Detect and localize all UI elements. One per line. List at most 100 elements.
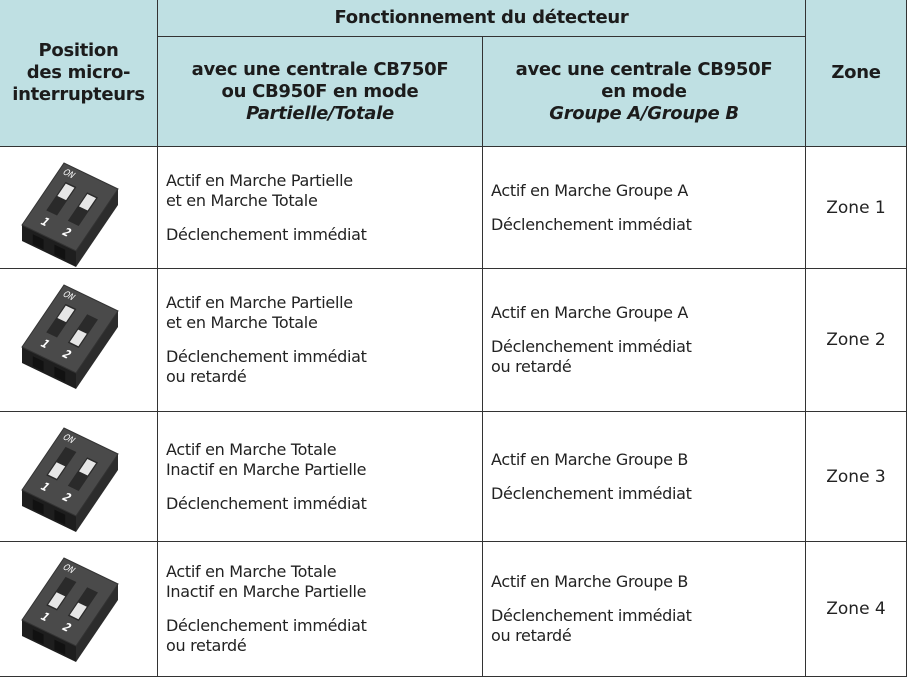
text-line: Inactif en Marche Partielle (166, 459, 367, 479)
text-line: Déclenchement immédiat (491, 214, 692, 234)
switch-on-label: ON (61, 166, 77, 180)
switch-cell: ON 1 2 (0, 542, 158, 677)
zone-cell: Zone 3 (806, 412, 907, 542)
pin (54, 639, 66, 655)
switch-on-label: ON (61, 431, 77, 445)
paragraph: Actif en Marche Partielle et en Marche To… (166, 293, 482, 333)
text-line: Actif en Marche Groupe B (491, 572, 689, 591)
paragraph: Actif en Marche Totale Inactif en Marche … (166, 440, 482, 480)
header-cell: avec une centrale CB750F ou CB950F en mod… (158, 37, 483, 147)
text-line: Actif en Marche Totale (166, 562, 337, 581)
paragraph: Déclenchement immédiat ou retardé (491, 606, 805, 646)
header-emphasis: Groupe A/Groupe B (549, 102, 739, 124)
knob (69, 329, 87, 347)
text-cell: Actif en Marche Partielle et en Marche To… (158, 147, 483, 269)
text-line: Inactif en Marche Partielle (166, 582, 367, 601)
switch-side (76, 454, 118, 532)
paragraph: Déclenchement immédiat ou retardé (166, 347, 482, 387)
text-line: ou retardé (166, 367, 247, 386)
paragraph: Déclenchement immédiat ou retardé (166, 616, 482, 656)
zone-cell: Zone 1 (806, 147, 907, 269)
switch-side (76, 189, 118, 267)
header-text: Fonctionnement du détecteur (334, 7, 629, 28)
switch-face (21, 427, 119, 517)
zone-label: Zone 4 (826, 599, 886, 619)
knob (79, 458, 97, 476)
switch-side (76, 584, 118, 662)
knob (57, 183, 75, 201)
header-line: avec une centrale CB950F (515, 58, 773, 80)
text-line: Actif en Marche Totale (166, 439, 337, 459)
pin (54, 509, 66, 525)
knob (48, 462, 66, 479)
paragraph: Actif en Marche Groupe A (491, 303, 805, 323)
text-line: ou retardé (491, 357, 572, 376)
text-line: Actif en Marche Partielle (166, 170, 353, 190)
header-cell: Fonctionnement du détecteur (158, 0, 806, 37)
zone-label: Zone 1 (826, 197, 886, 218)
text-cell: Actif en Marche Groupe B Déclenchement im… (483, 412, 806, 542)
text-line: ou retardé (491, 626, 572, 645)
header-text: Zone (831, 62, 881, 83)
header-cell: avec une centrale CB950F en mode Groupe A/… (483, 37, 806, 147)
pin (54, 244, 66, 260)
text-cell: Actif en Marche Groupe B Déclenchement im… (483, 542, 806, 677)
text-line: Déclenchement immédiat (166, 616, 367, 635)
text-line: ou retardé (166, 636, 247, 655)
pin (54, 366, 66, 382)
paragraph: Actif en Marche Groupe A (491, 181, 805, 201)
knob (57, 305, 75, 323)
header-line: interrupteurs (12, 84, 145, 105)
zone-cell: Zone 4 (806, 542, 907, 677)
zone-label: Zone 3 (826, 466, 886, 487)
knob (79, 193, 97, 211)
paragraph: Actif en Marche Partielle et en Marche To… (166, 171, 482, 211)
header-emphasis: Partielle/Totale (246, 102, 394, 124)
text-line: Déclenchement immédiat (491, 483, 692, 503)
paragraph: Actif en Marche Totale Inactif en Marche … (166, 562, 482, 602)
paragraph: Déclenchement immédiat (166, 225, 482, 245)
text-cell: Actif en Marche Partielle et en Marche To… (158, 269, 483, 412)
header-line: des micro- (26, 62, 131, 83)
header-cell: Zone (806, 0, 907, 147)
pin (32, 499, 44, 515)
header-cell: Position des micro-interrupteurs (0, 0, 158, 147)
switch-on-label: ON (61, 288, 77, 302)
switch-face (21, 162, 119, 252)
text-line: Actif en Marche Groupe A (491, 180, 689, 200)
switch-on-label: ON (61, 561, 77, 575)
knob (48, 592, 66, 609)
text-line: et en Marche Totale (166, 313, 318, 332)
text-line: Déclenchement immédiat (166, 347, 367, 366)
switch-face (21, 557, 119, 647)
knob (69, 602, 87, 620)
text-cell: Actif en Marche Groupe A Déclenchement im… (483, 269, 806, 412)
switch-face (21, 284, 119, 374)
pin (32, 234, 44, 250)
text-cell: Actif en Marche Totale Inactif en Marche … (158, 412, 483, 542)
paragraph: Actif en Marche Groupe B (491, 450, 805, 470)
text-cell: Actif en Marche Groupe A Déclenchement im… (483, 147, 806, 269)
text-line: et en Marche Totale (166, 190, 318, 210)
zone-cell: Zone 2 (806, 269, 907, 412)
text-line: Actif en Marche Partielle (166, 293, 353, 312)
text-line: Actif en Marche Groupe A (491, 303, 689, 322)
switch-cell: ON 1 2 (0, 269, 158, 412)
text-line: Déclenchement immédiat (166, 493, 367, 513)
header-line: en mode (601, 80, 687, 102)
switch-cell: ON 1 2 (0, 412, 158, 542)
text-line: Déclenchement immédiat (166, 224, 367, 244)
switch-cell: ON 1 2 (0, 147, 158, 269)
paragraph: Déclenchement immédiat (491, 215, 805, 235)
zone-label: Zone 2 (826, 330, 886, 350)
text-line: Déclenchement immédiat (491, 337, 692, 356)
text-line: Déclenchement immédiat (491, 606, 692, 625)
paragraph: Déclenchement immédiat (166, 494, 482, 514)
paragraph: Déclenchement immédiat ou retardé (491, 337, 805, 377)
pin (32, 356, 44, 372)
header-line: avec une centrale CB750F (191, 58, 449, 80)
